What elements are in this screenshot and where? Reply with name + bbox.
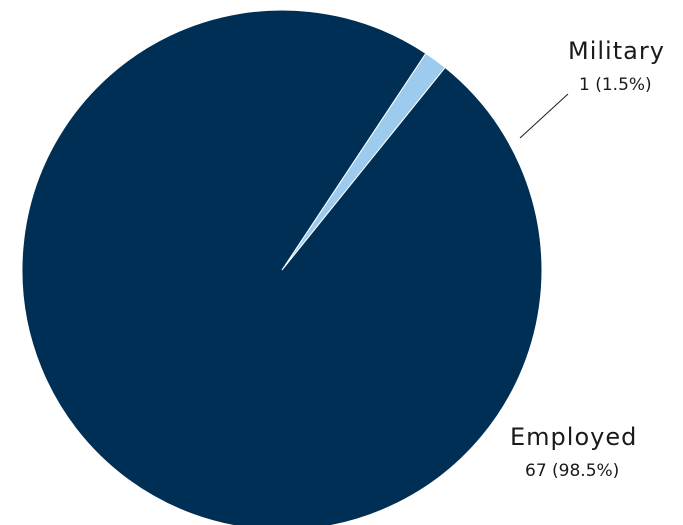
military-label: Military — [568, 37, 665, 65]
pie-slice-employed — [22, 10, 542, 525]
military-leader-line — [520, 94, 568, 138]
employed-value-label: 67 (98.5%) — [525, 461, 619, 481]
pie-slices — [22, 10, 542, 525]
military-value-label: 1 (1.5%) — [579, 75, 652, 95]
employed-label: Employed — [510, 423, 637, 451]
